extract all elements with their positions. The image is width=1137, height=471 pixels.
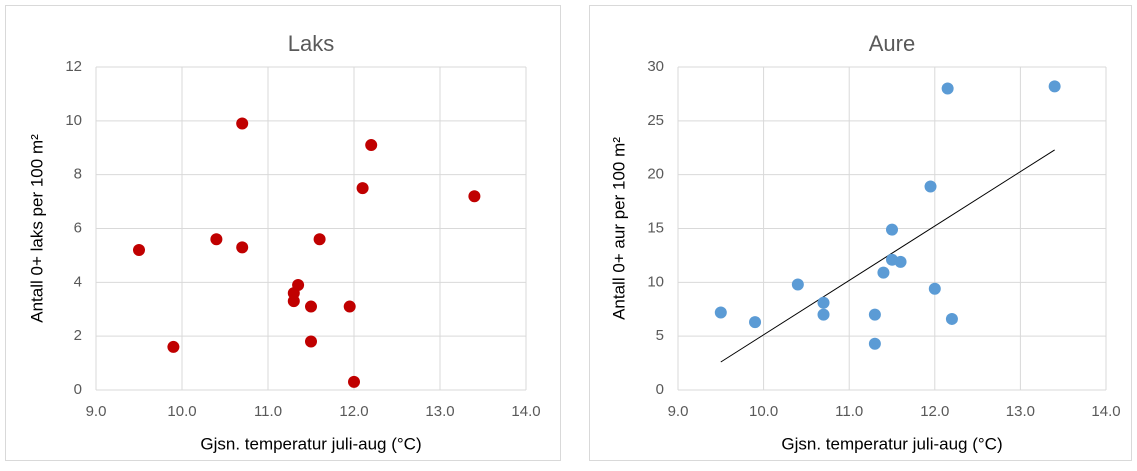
point bbox=[886, 223, 898, 236]
x-tick-label: 14.0 bbox=[1091, 403, 1120, 420]
point bbox=[791, 278, 804, 291]
point bbox=[817, 308, 830, 321]
y-tick-label: 30 bbox=[647, 58, 664, 75]
y-tick-label: 5 bbox=[656, 327, 664, 344]
point bbox=[468, 190, 481, 203]
y-tick-label: 0 bbox=[656, 381, 664, 398]
point bbox=[292, 279, 305, 292]
y-tick-label: 10 bbox=[65, 112, 82, 129]
y-tick-label: 25 bbox=[647, 112, 664, 129]
point bbox=[749, 316, 762, 329]
y-axis-label: Antall 0+ laks per 100 m² bbox=[27, 134, 46, 323]
x-axis-label: Gjsn. temperatur juli-aug (°C) bbox=[781, 434, 1002, 453]
point bbox=[305, 300, 317, 313]
point bbox=[210, 233, 223, 246]
point bbox=[343, 300, 356, 313]
y-tick-label: 12 bbox=[65, 58, 82, 75]
point bbox=[133, 244, 145, 257]
x-tick-label: 11.0 bbox=[254, 403, 282, 420]
x-tick-label: 11.0 bbox=[835, 403, 863, 420]
chart-title: Laks bbox=[288, 31, 334, 56]
panel bbox=[589, 5, 1132, 461]
y-tick-label: 6 bbox=[74, 219, 82, 236]
point bbox=[1048, 80, 1061, 93]
x-tick-label: 13.0 bbox=[425, 403, 454, 420]
x-tick-label: 12.0 bbox=[339, 403, 368, 420]
point bbox=[945, 312, 958, 325]
y-axis-label: Antall 0+ aur per 100 m² bbox=[609, 137, 628, 320]
x-tick-label: 13.0 bbox=[1006, 403, 1035, 420]
point bbox=[877, 266, 890, 279]
point bbox=[924, 180, 937, 193]
point bbox=[356, 182, 369, 195]
x-axis-label: Gjsn. temperatur juli-aug (°C) bbox=[200, 434, 421, 453]
point bbox=[365, 139, 378, 152]
x-tick-label: 9.0 bbox=[86, 403, 107, 420]
y-tick-label: 10 bbox=[647, 273, 664, 290]
y-tick-label: 8 bbox=[74, 166, 82, 183]
point bbox=[287, 295, 300, 308]
y-tick-label: 15 bbox=[647, 219, 664, 236]
point bbox=[941, 82, 954, 95]
point bbox=[305, 335, 317, 348]
point bbox=[894, 255, 907, 268]
x-tick-label: 14.0 bbox=[511, 403, 540, 420]
x-tick-label: 10.0 bbox=[167, 403, 196, 420]
x-tick-label: 9.0 bbox=[668, 403, 689, 420]
point bbox=[714, 306, 727, 319]
point bbox=[868, 337, 881, 350]
x-tick-label: 12.0 bbox=[920, 403, 949, 420]
x-tick-label: 10.0 bbox=[749, 403, 778, 420]
chart-title: Aure bbox=[869, 31, 915, 56]
y-tick-label: 0 bbox=[74, 381, 82, 398]
point bbox=[313, 233, 326, 246]
y-tick-label: 4 bbox=[74, 273, 82, 290]
point bbox=[236, 117, 249, 130]
panel bbox=[5, 5, 561, 461]
point bbox=[928, 282, 941, 295]
y-tick-label: 2 bbox=[74, 327, 82, 344]
point bbox=[167, 340, 180, 353]
point bbox=[348, 375, 360, 388]
point bbox=[868, 308, 881, 321]
point bbox=[817, 296, 830, 309]
point bbox=[236, 241, 249, 254]
y-tick-label: 20 bbox=[647, 166, 664, 183]
